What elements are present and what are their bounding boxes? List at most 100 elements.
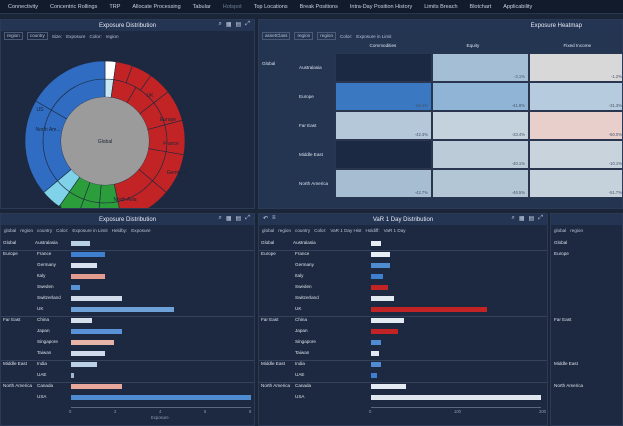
heatmap-cell[interactable]: -40.1% — [432, 140, 529, 169]
held-field[interactable]: Exposure — [131, 227, 151, 233]
column-header[interactable]: Commodities — [369, 43, 397, 48]
heatmap-cell[interactable]: -51.7% — [529, 169, 622, 198]
expand-icon[interactable]: ⤢ — [538, 215, 543, 221]
nav-tab[interactable]: Hotspot — [222, 3, 242, 10]
grid-icon[interactable]: ▦ — [225, 22, 232, 28]
nav-tab[interactable]: Limits Breach — [424, 3, 458, 10]
sunburst-chart[interactable]: Global Europe France Germany UK North Am... US… — [1, 41, 255, 209]
expand-icon[interactable]: ⤢ — [245, 215, 250, 221]
color-field[interactable]: VaR 1 Day Hist — [330, 227, 362, 233]
row-header[interactable]: Europe — [299, 94, 314, 99]
heatmap-cell[interactable] — [335, 53, 432, 82]
field-chip[interactable]: region — [570, 227, 584, 233]
bar[interactable] — [71, 384, 123, 389]
held-field[interactable]: VaR 1 Day — [383, 227, 406, 233]
field-chip[interactable]: region — [278, 227, 292, 233]
field-chip[interactable]: region — [317, 32, 337, 40]
bar[interactable] — [371, 318, 404, 323]
heatmap-cell[interactable]: -2.1% — [432, 53, 529, 82]
bar[interactable] — [71, 274, 106, 279]
bar[interactable] — [371, 263, 391, 268]
menu-icon[interactable]: ≡ — [272, 215, 276, 221]
bar[interactable] — [371, 384, 406, 389]
heatmap-cell[interactable]: -31.3% — [529, 82, 622, 111]
heatmap-cell[interactable]: -10.1% — [529, 140, 622, 169]
heatmap-cell[interactable] — [335, 140, 432, 169]
row-header[interactable]: Middle East — [299, 152, 324, 157]
bar[interactable] — [71, 252, 106, 257]
row-header[interactable]: Far East — [299, 123, 317, 128]
bar[interactable] — [371, 329, 399, 334]
bar[interactable] — [71, 307, 174, 312]
field-chip[interactable]: region — [20, 227, 34, 233]
column-header[interactable]: Fixed Income — [563, 43, 592, 48]
bar[interactable] — [71, 362, 97, 367]
nav-tab[interactable]: Break Positions — [299, 3, 338, 10]
heatmap-cell[interactable]: -1.2% — [529, 53, 622, 82]
heatmap-cell[interactable]: -41.8% — [432, 82, 529, 111]
heatmap-cell[interactable]: -60.0% — [529, 111, 622, 140]
field-chip[interactable]: country — [295, 227, 311, 233]
field-chip[interactable]: global — [554, 227, 567, 233]
nav-tab[interactable]: Applicability — [503, 3, 533, 10]
sunburst-center[interactable] — [61, 97, 149, 185]
color-field[interactable]: region — [105, 33, 119, 39]
heatmap-cell[interactable]: -42.3% — [335, 111, 432, 140]
field-chip[interactable]: region — [4, 32, 23, 40]
expand-icon[interactable]: ⤢ — [245, 21, 250, 27]
undo-icon[interactable]: ↶ — [263, 216, 269, 222]
bar[interactable] — [71, 373, 75, 378]
bar[interactable] — [371, 274, 383, 279]
field-chip[interactable]: global — [262, 227, 275, 233]
nav-tab[interactable]: Concentric Rollings — [49, 3, 98, 10]
nav-tab[interactable]: Top Locations — [253, 3, 288, 10]
bar[interactable] — [71, 296, 123, 301]
bar[interactable] — [71, 318, 92, 323]
heatmap-cell[interactable]: -42.7% — [335, 169, 432, 198]
bar[interactable] — [71, 241, 90, 246]
nav-tab[interactable]: Allocate Processing — [132, 3, 181, 10]
field-chip[interactable]: assetClass — [262, 32, 291, 40]
table-icon[interactable]: ▤ — [235, 216, 242, 222]
bar[interactable] — [371, 241, 381, 246]
bar[interactable] — [371, 252, 391, 257]
nav-tab[interactable]: Intra-Day Position History — [349, 3, 413, 10]
bar[interactable] — [71, 329, 123, 334]
grid-icon[interactable]: ▦ — [225, 216, 232, 222]
color-field[interactable]: Exposure in Limit — [356, 33, 392, 39]
bar[interactable] — [371, 340, 381, 345]
table-icon[interactable]: ▤ — [528, 216, 535, 222]
field-chip[interactable]: region — [294, 32, 314, 40]
heatmap-cell[interactable]: -46.5% — [432, 169, 529, 198]
bar[interactable] — [71, 263, 97, 268]
field-chip[interactable]: country — [26, 32, 48, 40]
heatmap-cell[interactable]: -33.4% — [432, 111, 529, 140]
search-icon[interactable]: ⌕ — [218, 215, 222, 221]
bar[interactable] — [371, 307, 487, 312]
search-icon[interactable]: ⌕ — [511, 215, 515, 221]
bar[interactable] — [71, 395, 251, 400]
field-chip[interactable]: global — [4, 227, 17, 233]
heatmap-cell[interactable]: -59.4% — [335, 82, 432, 111]
sunburst-segment[interactable] — [147, 124, 168, 153]
bar[interactable] — [371, 373, 377, 378]
bar[interactable] — [71, 285, 80, 290]
bar[interactable] — [371, 395, 541, 400]
grid-icon[interactable]: ▦ — [518, 216, 525, 222]
table-icon[interactable]: ▤ — [235, 22, 242, 28]
row-header[interactable]: Australasia — [299, 65, 322, 70]
column-header[interactable]: Equity — [466, 43, 480, 48]
bar[interactable] — [371, 362, 381, 367]
sunburst-segment[interactable] — [164, 119, 186, 156]
sunburst-segment[interactable] — [35, 60, 106, 111]
nav-tab[interactable]: TRP — [109, 3, 121, 10]
nav-tab[interactable]: Connectivity — [8, 3, 38, 10]
bar[interactable] — [71, 340, 114, 345]
sunburst-segment[interactable] — [117, 180, 167, 209]
field-chip[interactable]: country — [37, 227, 53, 233]
bar[interactable] — [371, 296, 395, 301]
row-header[interactable]: North America — [299, 181, 329, 186]
bar[interactable] — [371, 285, 389, 290]
nav-tab[interactable]: Blotchart — [469, 3, 492, 10]
bar[interactable] — [371, 351, 379, 356]
